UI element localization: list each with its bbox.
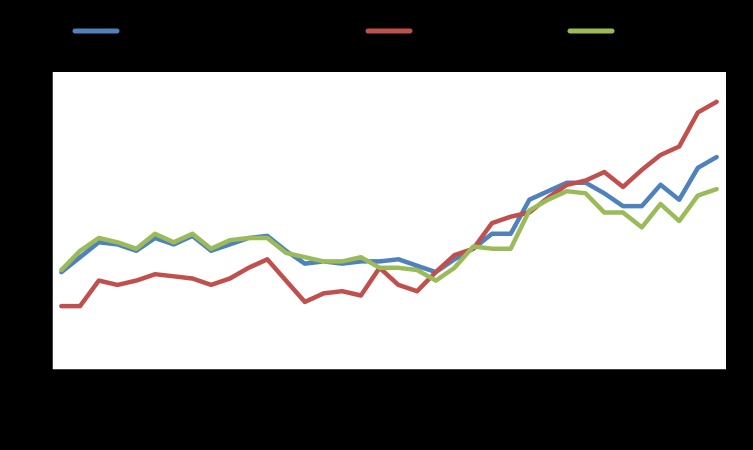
series-lines (59, 99, 719, 309)
axes (46, 71, 727, 376)
series-2-line (59, 99, 719, 309)
plot-area (52, 72, 726, 370)
series-3-line (59, 186, 719, 283)
